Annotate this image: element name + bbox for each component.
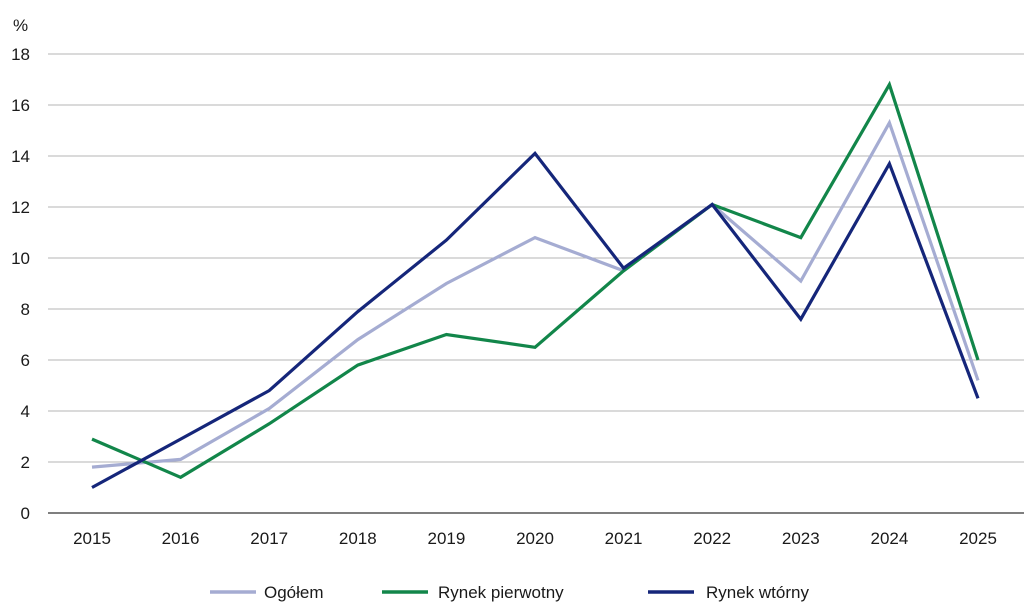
legend: Ogółem Rynek pierwotny Rynek wtórny — [210, 583, 809, 602]
y-tick-label: 6 — [21, 351, 30, 370]
y-tick-label: 10 — [11, 249, 30, 268]
y-axis-unit-label: % — [13, 16, 28, 35]
series-line-3 — [91, 150, 980, 489]
series-layer — [91, 80, 980, 489]
x-tick-label: 2015 — [73, 529, 111, 548]
y-tick-label: 4 — [21, 402, 30, 421]
x-tick-label: 2021 — [605, 529, 643, 548]
y-tick-label: 0 — [21, 504, 30, 523]
x-tick-label: 2018 — [339, 529, 377, 548]
x-tick-label: 2016 — [162, 529, 200, 548]
x-tick-label: 2020 — [516, 529, 554, 548]
legend-item: Rynek wtórny — [648, 583, 809, 602]
y-tick-label: 8 — [21, 300, 30, 319]
legend-item: Ogółem — [210, 583, 324, 602]
x-tick-label: 2019 — [427, 529, 465, 548]
x-tick-label: 2024 — [870, 529, 908, 548]
x-tick-label: 2023 — [782, 529, 820, 548]
y-tick-label: 16 — [11, 96, 30, 115]
legend-label: Rynek wtórny — [706, 583, 809, 602]
y-tick-label: 14 — [11, 147, 30, 166]
y-tick-label: 18 — [11, 45, 30, 64]
x-tick-label: 2025 — [959, 529, 997, 548]
y-tick-label: 12 — [11, 198, 30, 217]
x-tick-label: 2017 — [250, 529, 288, 548]
y-tick-label: 2 — [21, 453, 30, 472]
legend-label: Rynek pierwotny — [438, 583, 564, 602]
series-line-1 — [91, 118, 980, 469]
label-layer: % 0 2 4 6 8 10 12 14 16 18 2015 2016 2017 2018 2019 202… — [11, 16, 997, 548]
legend-item: Rynek pierwotny — [382, 583, 564, 602]
legend-label: Ogółem — [264, 583, 324, 602]
x-tick-label: 2022 — [693, 529, 731, 548]
series-line-2 — [91, 80, 980, 480]
grid-layer — [48, 53, 1024, 463]
